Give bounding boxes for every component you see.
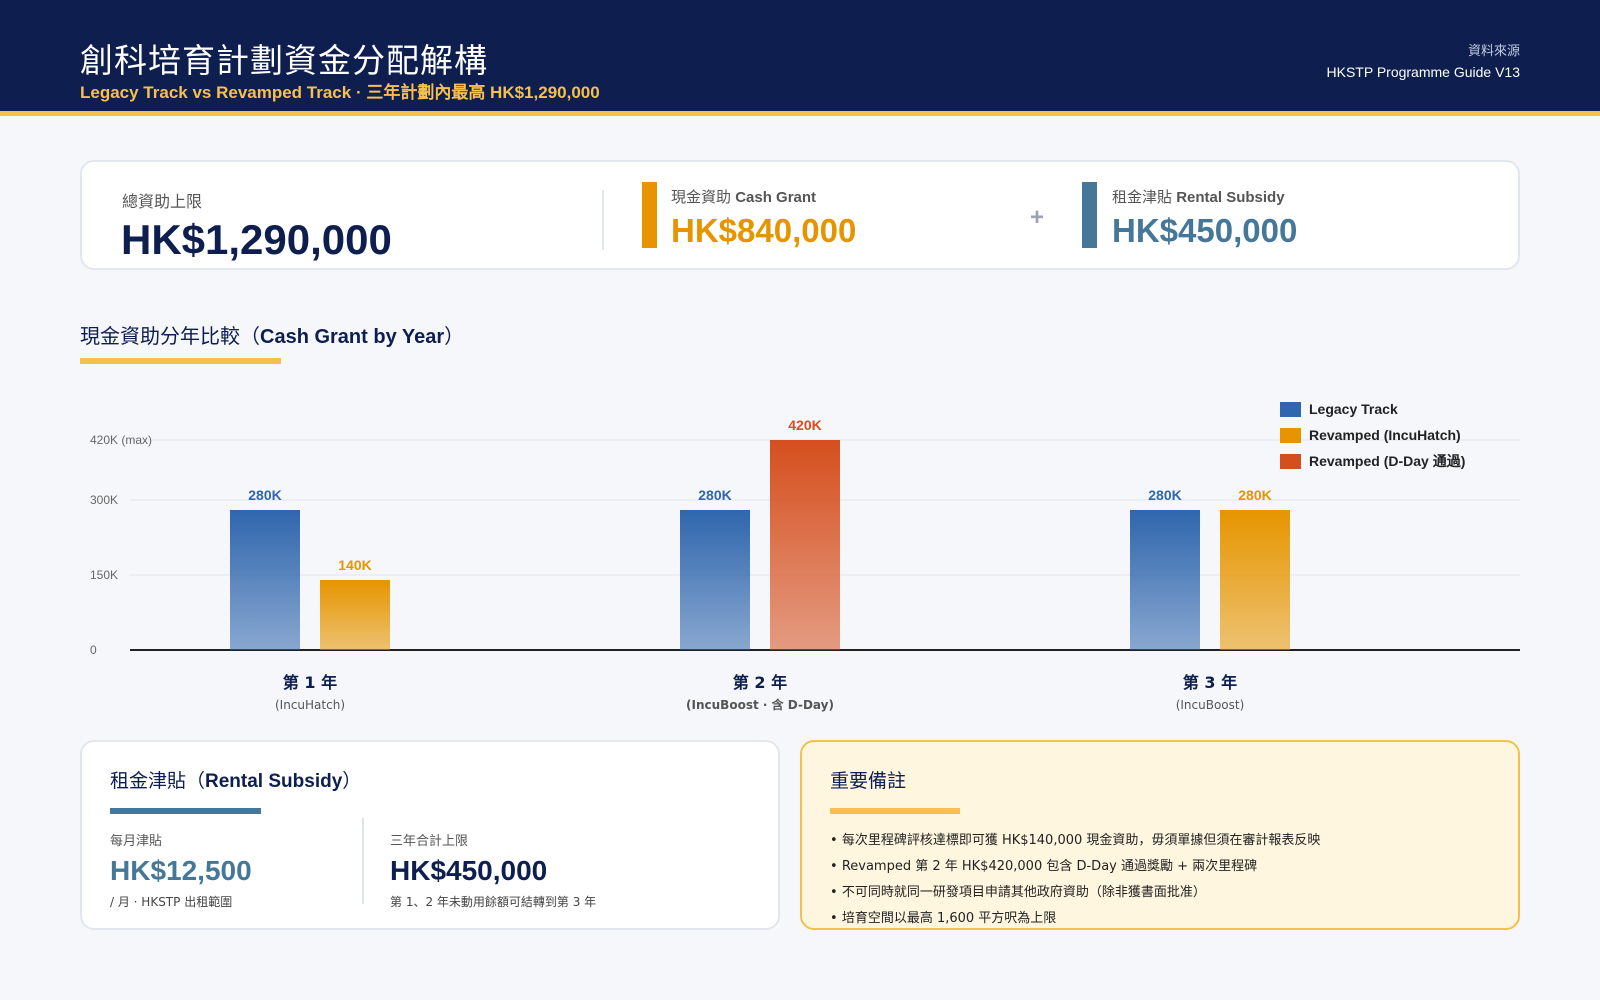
rental-card-title-zh: 租金津貼（ <box>110 770 206 792</box>
rental-subsidy-card: 租金津貼（Rental Subsidy） 每月津貼 HK$12,500 / 月 … <box>80 740 780 930</box>
legend-label: Revamped (D-Day 通過) <box>1309 453 1465 469</box>
three-year-cap: 三年合計上限 HK$450,000 第 1、2 年未動用餘額可結轉到第 3 年 <box>390 830 596 910</box>
note-item: 不可同時就同一研發項目申請其他政府資助（除非獲書面批准） <box>830 880 1320 906</box>
chart-section-title: 現金資助分年比較（Cash Grant by Year） <box>80 320 464 349</box>
cash-grant-value: HK$840,000 <box>671 212 857 249</box>
rental-subsidy-accent-bar <box>1082 182 1097 248</box>
bar <box>1220 510 1290 650</box>
x-category-label: 第 3 年 <box>1183 673 1237 692</box>
plus-sign: + <box>1030 204 1045 231</box>
important-notes-card: 重要備註 每次里程碑評核達標即可獲 HK$140,000 現金資助，毋須單據但須… <box>800 740 1520 930</box>
legend-label: Legacy Track <box>1309 401 1398 417</box>
page-header: 創科培育計劃資金分配解構 Legacy Track vs Revamped Tr… <box>0 0 1600 116</box>
chart-section-title-end: ） <box>444 324 465 348</box>
funding-summary-card: 總資助上限 HK$1,290,000 現金資助 Cash Grant HK$84… <box>80 160 1520 270</box>
total-funding-value: HK$1,290,000 <box>121 216 392 263</box>
bar <box>1130 510 1200 650</box>
notes-list: 每次里程碑評核達標即可獲 HK$140,000 現金資助，毋須單據但須在審計報表… <box>830 828 1321 932</box>
three-year-cap-value: HK$450,000 <box>390 855 548 886</box>
page-subtitle: Legacy Track vs Revamped Track · 三年計劃內最高… <box>80 83 600 102</box>
note-item: 培育空間以最高 1,600 平方呎為上限 <box>830 906 1320 932</box>
cash-grant-label-en: Cash Grant <box>735 189 817 206</box>
cash-grant-bar-chart: 0 150K 300K 420K (max) 280K 140K 第 1 年 (IncuHat… <box>90 401 1520 712</box>
source-value: HKSTP Programme Guide V13 <box>1326 64 1521 80</box>
rental-card-title-end: ） <box>342 770 362 792</box>
x-category-label: 第 2 年 <box>733 673 787 692</box>
rental-card-divider <box>362 818 364 904</box>
x-category-sublabel: (IncuHatch) <box>275 698 345 712</box>
y-tick-label: 0 <box>90 643 97 657</box>
bar-value-label: 280K <box>1238 487 1271 503</box>
three-year-cap-note: 第 1、2 年未動用餘額可結轉到第 3 年 <box>390 895 597 909</box>
summary-divider <box>602 190 604 250</box>
y-tick-label: 150K <box>90 568 118 582</box>
rental-card-title: 租金津貼（Rental Subsidy） <box>110 766 361 793</box>
monthly-subsidy-label: 每月津貼 <box>110 834 163 849</box>
rental-subsidy-label-en: Rental Subsidy <box>1176 189 1285 206</box>
note-item: Revamped 第 2 年 HK$420,000 包含 D-Day 通過獎勵 … <box>830 854 1320 880</box>
rental-subsidy-label-zh: 租金津貼 <box>1112 189 1173 206</box>
legend-swatch <box>1280 454 1301 469</box>
notes-card-underline <box>830 808 960 814</box>
x-category-label: 第 1 年 <box>283 673 337 692</box>
bar-value-label: 280K <box>1148 487 1181 503</box>
bar-value-label: 140K <box>338 557 371 573</box>
bar <box>230 510 300 650</box>
bar-value-label: 280K <box>698 487 731 503</box>
monthly-subsidy-value: HK$12,500 <box>110 855 252 886</box>
monthly-subsidy: 每月津貼 HK$12,500 / 月 · HKSTP 出租範圍 <box>110 830 252 910</box>
legend-swatch <box>1280 428 1301 443</box>
bar <box>680 510 750 650</box>
notes-card-title: 重要備註 <box>830 770 907 792</box>
chart-section-underline <box>80 358 281 364</box>
legend-label: Revamped (IncuHatch) <box>1309 427 1461 443</box>
three-year-cap-label: 三年合計上限 <box>390 834 469 849</box>
total-funding-label: 總資助上限 <box>122 192 203 211</box>
rental-card-underline <box>110 808 261 814</box>
chart-section-title-en: Cash Grant by Year <box>260 326 445 348</box>
monthly-subsidy-note: / 月 · HKSTP 出租範圍 <box>110 895 233 909</box>
legend-swatch <box>1280 402 1301 417</box>
cash-grant-accent-bar <box>642 182 657 248</box>
x-category-sublabel: (IncuBoost · 含 D-Day) <box>686 697 834 712</box>
x-category-sublabel: (IncuBoost) <box>1176 698 1245 712</box>
rental-card-title-en: Rental Subsidy <box>205 771 343 792</box>
source-label: 資料來源 <box>1467 44 1520 59</box>
bar-value-label: 420K <box>788 417 821 433</box>
cash-grant-label-zh: 現金資助 <box>671 189 732 206</box>
y-tick-label: 300K <box>90 493 118 507</box>
bar-value-label: 280K <box>248 487 281 503</box>
rental-subsidy-value: HK$450,000 <box>1112 212 1298 249</box>
rental-subsidy-label: 租金津貼 Rental Subsidy <box>1112 186 1285 207</box>
bar <box>770 440 840 650</box>
y-tick-label: 420K (max) <box>90 433 152 447</box>
chart-section-title-zh: 現金資助分年比較（ <box>80 324 260 348</box>
note-item: 每次里程碑評核達標即可獲 HK$140,000 現金資助，毋須單據但須在審計報表… <box>830 828 1321 854</box>
bar <box>320 580 390 650</box>
page-title: 創科培育計劃資金分配解構 <box>80 41 488 80</box>
cash-grant-label: 現金資助 Cash Grant <box>671 186 816 207</box>
